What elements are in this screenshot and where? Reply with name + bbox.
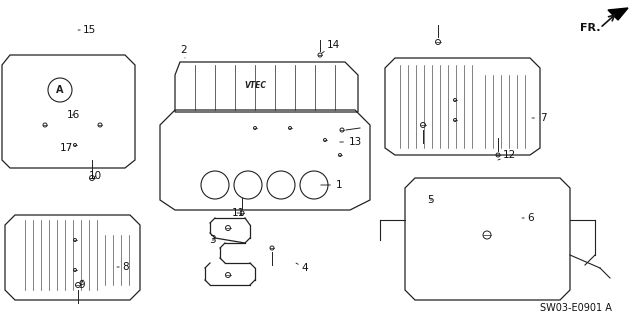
Text: A: A: [56, 85, 64, 95]
Text: 10: 10: [89, 171, 102, 181]
Text: 3: 3: [209, 235, 216, 245]
Text: 11: 11: [232, 208, 245, 218]
Text: 6: 6: [522, 213, 534, 223]
Text: 17: 17: [60, 143, 73, 153]
Text: 15: 15: [78, 25, 96, 35]
Text: 8: 8: [117, 262, 129, 272]
Text: 9: 9: [78, 280, 84, 290]
Text: 2: 2: [180, 45, 187, 58]
Text: 13: 13: [340, 137, 362, 147]
Polygon shape: [608, 8, 628, 20]
Text: VTEC: VTEC: [244, 81, 266, 90]
Text: 16: 16: [67, 110, 80, 120]
Text: 1: 1: [321, 180, 342, 190]
Text: 12: 12: [498, 150, 516, 160]
Text: 7: 7: [532, 113, 547, 123]
Text: 4: 4: [296, 263, 308, 273]
Text: SW03-E0901 A: SW03-E0901 A: [540, 303, 612, 313]
Text: 14: 14: [322, 40, 340, 53]
Text: FR.: FR.: [580, 23, 600, 33]
Text: 5: 5: [427, 195, 434, 205]
